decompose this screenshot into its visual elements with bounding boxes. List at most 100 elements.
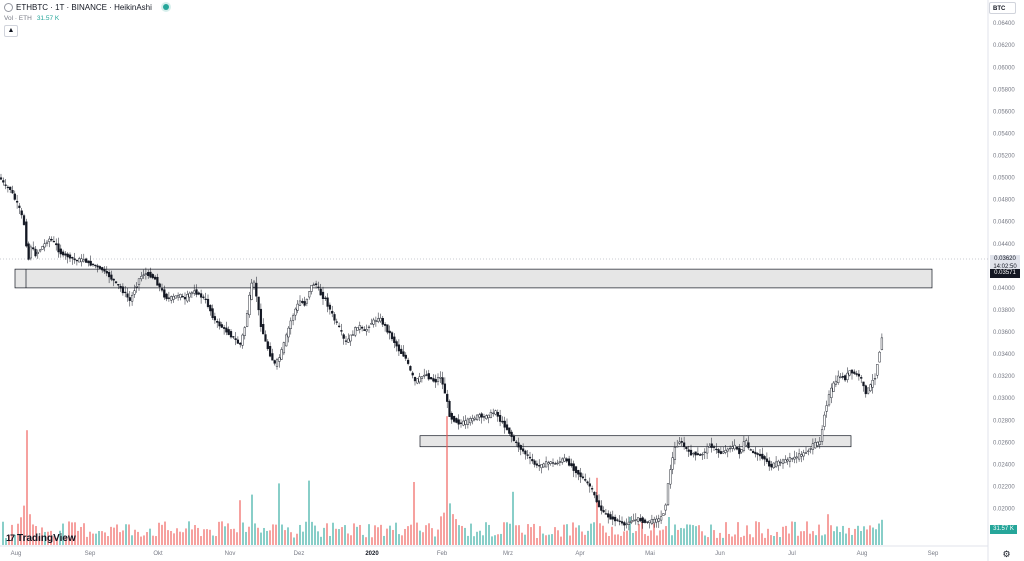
volume-legend[interactable]: Vol · ETH 31.57 K	[4, 13, 59, 23]
candle-body	[793, 456, 796, 460]
volume-bar	[779, 537, 781, 545]
candle	[73, 252, 76, 264]
y-tick-label: 0.05000	[993, 176, 1015, 182]
candle-body	[255, 282, 258, 297]
volume-bar	[830, 525, 832, 545]
volume-bar	[722, 537, 724, 545]
candle-body	[602, 510, 605, 513]
volume-bar	[107, 536, 109, 545]
candle-body	[172, 296, 175, 300]
volume-bar	[806, 521, 808, 545]
volume-bar	[614, 534, 616, 545]
candle	[478, 412, 481, 422]
candle	[427, 369, 430, 381]
candle-body	[717, 449, 720, 453]
candle	[853, 369, 856, 375]
candle	[423, 368, 426, 379]
volume-bar	[401, 535, 403, 545]
volume-bar	[620, 535, 622, 545]
candle-body	[50, 239, 53, 241]
candle-body	[87, 260, 90, 264]
symbol-title[interactable]: ETHBTC · 1T · BINANCE · HeikinAshi	[16, 2, 152, 12]
candle	[199, 289, 203, 304]
volume-bar	[164, 521, 166, 545]
candle	[142, 269, 145, 279]
candle-body	[372, 319, 375, 325]
candle	[234, 332, 237, 346]
candle	[751, 449, 755, 454]
candle-body	[291, 315, 295, 321]
volume-bar	[425, 525, 427, 545]
candle	[551, 458, 555, 468]
candle	[866, 387, 870, 395]
candle-body	[262, 324, 265, 335]
collapse-legend-button[interactable]: ▲	[4, 25, 18, 37]
candle-body	[365, 329, 368, 332]
candle-body	[848, 370, 851, 376]
candle	[289, 317, 292, 335]
candle-body	[383, 323, 387, 326]
volume-bar	[176, 528, 178, 545]
candle	[347, 333, 350, 344]
chart-settings-button[interactable]: ⚙	[1001, 549, 1012, 560]
volume-bar	[440, 516, 442, 545]
volume-bar	[29, 514, 31, 545]
currency-button[interactable]: BTC	[989, 2, 1016, 14]
candle-body	[227, 329, 230, 335]
candle	[570, 458, 573, 468]
volume-bar	[296, 533, 298, 545]
volume-bar	[497, 534, 499, 545]
candle	[747, 436, 750, 450]
candle-body	[485, 415, 488, 420]
volume-bar	[191, 529, 193, 545]
candle-body	[335, 321, 338, 323]
candle	[349, 334, 352, 346]
candle	[494, 409, 497, 416]
candle-body	[482, 416, 486, 418]
candle-body	[864, 385, 867, 395]
candle-body	[239, 342, 242, 345]
candle	[577, 469, 580, 481]
candle	[843, 374, 847, 382]
candle	[333, 312, 336, 325]
volume-bar	[848, 527, 850, 545]
candle-body	[363, 329, 366, 331]
candle	[830, 383, 833, 404]
candle	[678, 437, 681, 445]
candle-body	[540, 464, 543, 469]
candle	[285, 332, 288, 347]
volume-bar	[791, 521, 793, 545]
volume-bar	[557, 530, 559, 545]
candle	[726, 447, 729, 458]
tradingview-logo-icon: 17	[6, 533, 15, 543]
candle	[248, 291, 251, 318]
x-tick-label: Apr	[575, 551, 584, 557]
volume-bar	[698, 525, 700, 545]
volume-bar	[83, 523, 85, 545]
candle-body	[423, 374, 426, 377]
candle-body	[397, 344, 401, 352]
candle-body	[319, 288, 322, 296]
candle-body	[89, 260, 92, 266]
candle-body	[795, 456, 798, 459]
candle-body	[871, 380, 874, 388]
candle	[119, 283, 122, 292]
candle	[181, 293, 184, 298]
time-axis[interactable]: Aug Sep Okt Nov Dez 2020 Feb Mrz Apr Mai Jun Jul Aug…	[11, 551, 939, 557]
candle-body	[278, 357, 281, 362]
candle-body	[434, 379, 437, 383]
candle-body	[321, 291, 325, 299]
candle	[413, 376, 417, 386]
candle-body	[15, 200, 19, 203]
tradingview-logo[interactable]: 17 TradingView	[6, 532, 76, 544]
volume-bar	[494, 535, 496, 545]
candle-body	[480, 413, 483, 418]
volume-bar	[260, 532, 262, 545]
symbol-legend[interactable]: ETHBTC · 1T · BINANCE · HeikinAshi	[4, 1, 169, 13]
volume-bar	[563, 524, 565, 545]
candle-body	[25, 221, 28, 247]
candle	[508, 427, 511, 436]
candle-body	[158, 283, 161, 288]
candle	[406, 357, 410, 366]
